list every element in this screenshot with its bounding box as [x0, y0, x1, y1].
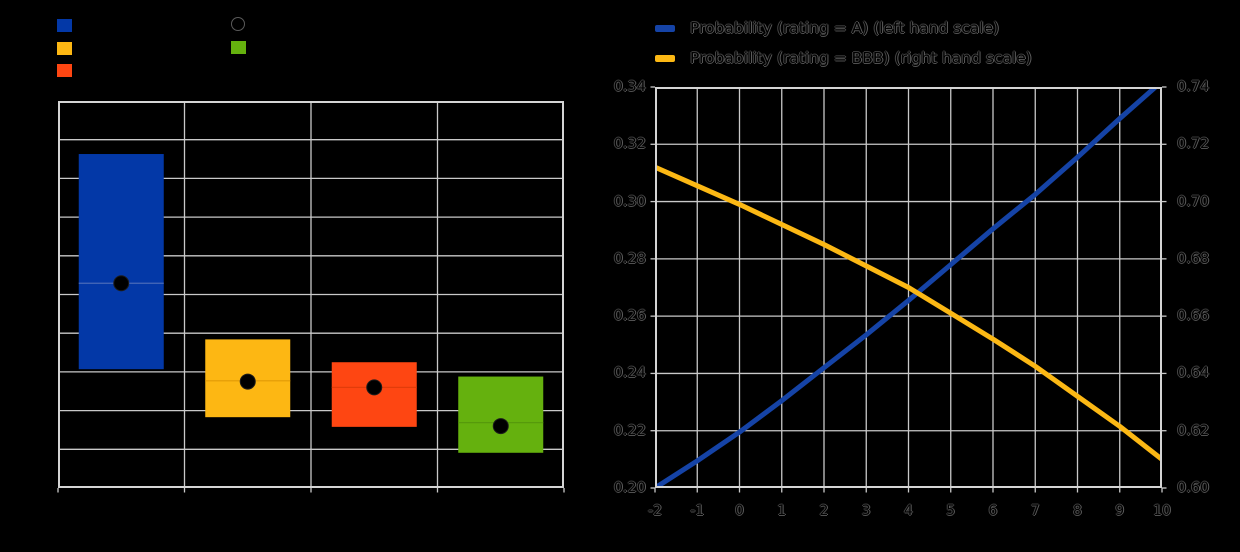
right-line-chart: [650, 86, 1167, 493]
mean-dot: [366, 379, 383, 396]
legend-color-swatch-icon: [57, 41, 72, 55]
x-tick-label: 9: [1115, 503, 1125, 519]
range-box: [458, 376, 544, 453]
legend-line-swatch-icon: [655, 55, 675, 62]
plot-border: [655, 87, 1162, 488]
x-tick-label: 5: [946, 503, 956, 519]
left-y-tick-label: 0.24: [613, 365, 646, 382]
right-y-tick-label: 0.72: [1177, 136, 1210, 153]
left-y-tick-label: 0.32: [613, 136, 646, 153]
legend-label: Probability (rating = BBB) (right hand s…: [690, 48, 1032, 67]
right-y-tick-label: 0.60: [1177, 480, 1210, 496]
left-y-tick-label: 0.26: [613, 308, 646, 325]
left-y-tick-label: 0.34: [613, 79, 646, 95]
x-tick-label: -1: [690, 503, 705, 519]
left-chart-legend: [0, 0, 420, 90]
mean-dot: [239, 373, 256, 390]
x-tick-label: 0: [735, 503, 744, 519]
series-line-left: [655, 87, 1160, 488]
left-y-tick-label: 0.28: [613, 250, 646, 267]
x-tick-label: 1: [777, 503, 787, 519]
left-y-tick-label: 0.30: [613, 193, 646, 210]
box-category-2: [205, 339, 291, 418]
range-box: [78, 154, 164, 370]
legend-color-swatch-icon: [57, 19, 72, 32]
right-y-tick-label: 0.70: [1177, 193, 1210, 210]
series-line-right: [655, 164, 1162, 462]
right-y-tick-label: 0.66: [1177, 308, 1210, 325]
left-boxplot-chart: [57, 101, 565, 493]
x-tick-label: 6: [988, 503, 998, 519]
left-y-tick-label: 0.20: [613, 480, 646, 496]
x-tick-label: 4: [904, 503, 913, 519]
mean-dot: [113, 275, 130, 292]
x-tick-label: 8: [1073, 503, 1082, 519]
x-tick-label: -2: [648, 503, 662, 519]
box-category-4: [458, 376, 544, 453]
box-category-1: [78, 154, 164, 370]
right-chart-legend: Probability (rating = A) (left hand scal…: [640, 0, 1240, 80]
right-y-tick-label: 0.68: [1177, 250, 1210, 267]
x-tick-label: 3: [861, 503, 871, 519]
box-category-3: [331, 362, 417, 427]
x-tick-label: 10: [1153, 503, 1171, 519]
right-y-tick-label: 0.64: [1177, 365, 1210, 382]
legend-mean-marker-icon: [231, 17, 245, 31]
left-y-tick-label: 0.22: [613, 422, 646, 439]
legend-line-swatch-icon: [655, 25, 675, 32]
right-y-tick-label: 0.62: [1177, 422, 1210, 439]
mean-dot: [492, 418, 509, 435]
plot-border: [58, 101, 564, 488]
right-gridlines: [650, 86, 1167, 493]
legend-label: Probability (rating = A) (left hand scal…: [690, 18, 1000, 37]
legend-color-swatch-icon: [57, 64, 72, 77]
legend-color-swatch-icon: [231, 41, 246, 55]
x-tick-label: 2: [819, 503, 829, 519]
x-tick-label: 7: [1030, 503, 1040, 519]
right-y-tick-label: 0.74: [1177, 79, 1210, 95]
